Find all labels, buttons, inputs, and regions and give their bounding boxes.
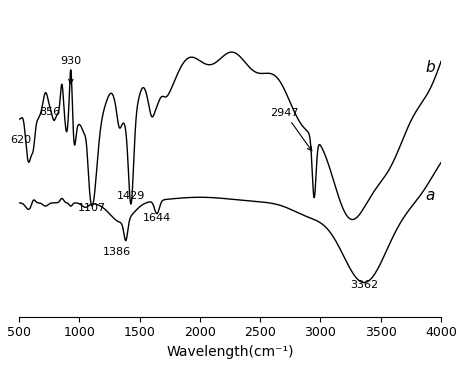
Text: 2947: 2947 bbox=[270, 108, 311, 151]
Text: 3362: 3362 bbox=[350, 280, 377, 290]
Text: 620: 620 bbox=[11, 135, 31, 145]
X-axis label: Wavelength(cm⁻¹): Wavelength(cm⁻¹) bbox=[166, 345, 293, 359]
Text: a: a bbox=[425, 187, 434, 202]
Text: 1386: 1386 bbox=[102, 247, 131, 257]
Text: 1107: 1107 bbox=[78, 203, 106, 213]
Text: 856: 856 bbox=[39, 107, 60, 117]
Text: 930: 930 bbox=[60, 56, 81, 84]
Text: 1429: 1429 bbox=[117, 191, 145, 201]
Text: 1644: 1644 bbox=[143, 213, 171, 223]
Text: b: b bbox=[425, 60, 434, 75]
